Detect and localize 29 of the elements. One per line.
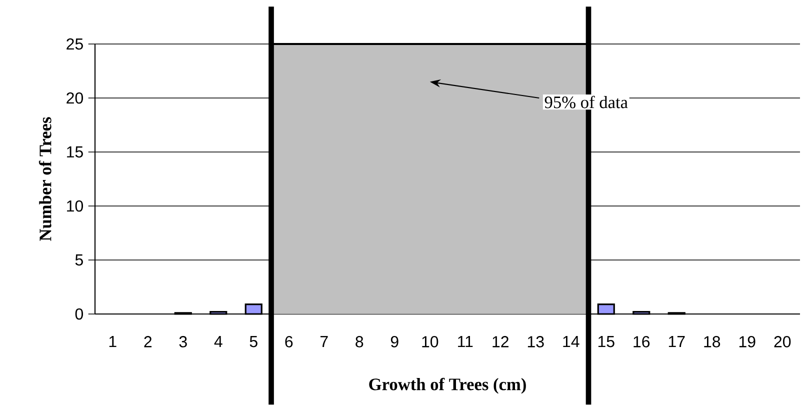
y-tick-label: 25 [66, 38, 83, 50]
x-tick-label: 20 [774, 336, 791, 348]
x-tick-label: 5 [250, 336, 258, 348]
y-tick-label: 10 [67, 200, 84, 212]
x-tick-label: 6 [285, 336, 293, 348]
x-tick-label: 10 [422, 336, 438, 348]
x-tick-label: 13 [528, 336, 544, 348]
x-tick-label: 16 [634, 336, 650, 348]
x-tick-label: 3 [179, 336, 187, 348]
y-tick-label: 20 [66, 92, 84, 104]
y-axis-title: Number of Trees [38, 117, 52, 241]
x-tick-label: 11 [458, 336, 473, 348]
x-tick-label: 15 [598, 336, 614, 348]
x-tick-label: 8 [356, 336, 364, 348]
y-tick-label: 5 [75, 254, 83, 266]
x-tick-label: 12 [492, 336, 508, 348]
x-tick-label: 1 [109, 336, 116, 348]
x-tick-label: 7 [320, 336, 328, 348]
x-tick-label: 9 [390, 336, 398, 348]
x-tick-label: 18 [704, 336, 720, 348]
x-axis-title: Growth of Trees (cm) [369, 378, 526, 394]
x-tick-label: 19 [739, 336, 756, 348]
x-tick-label: 17 [668, 336, 685, 348]
y-tick-label: 15 [67, 146, 83, 158]
x-tick-label: 4 [214, 336, 222, 348]
y-tick-label: 0 [75, 308, 84, 320]
x-tick-label: 14 [563, 336, 580, 348]
x-tick-label: 2 [144, 336, 152, 348]
annotation: 95% of data [544, 96, 628, 108]
